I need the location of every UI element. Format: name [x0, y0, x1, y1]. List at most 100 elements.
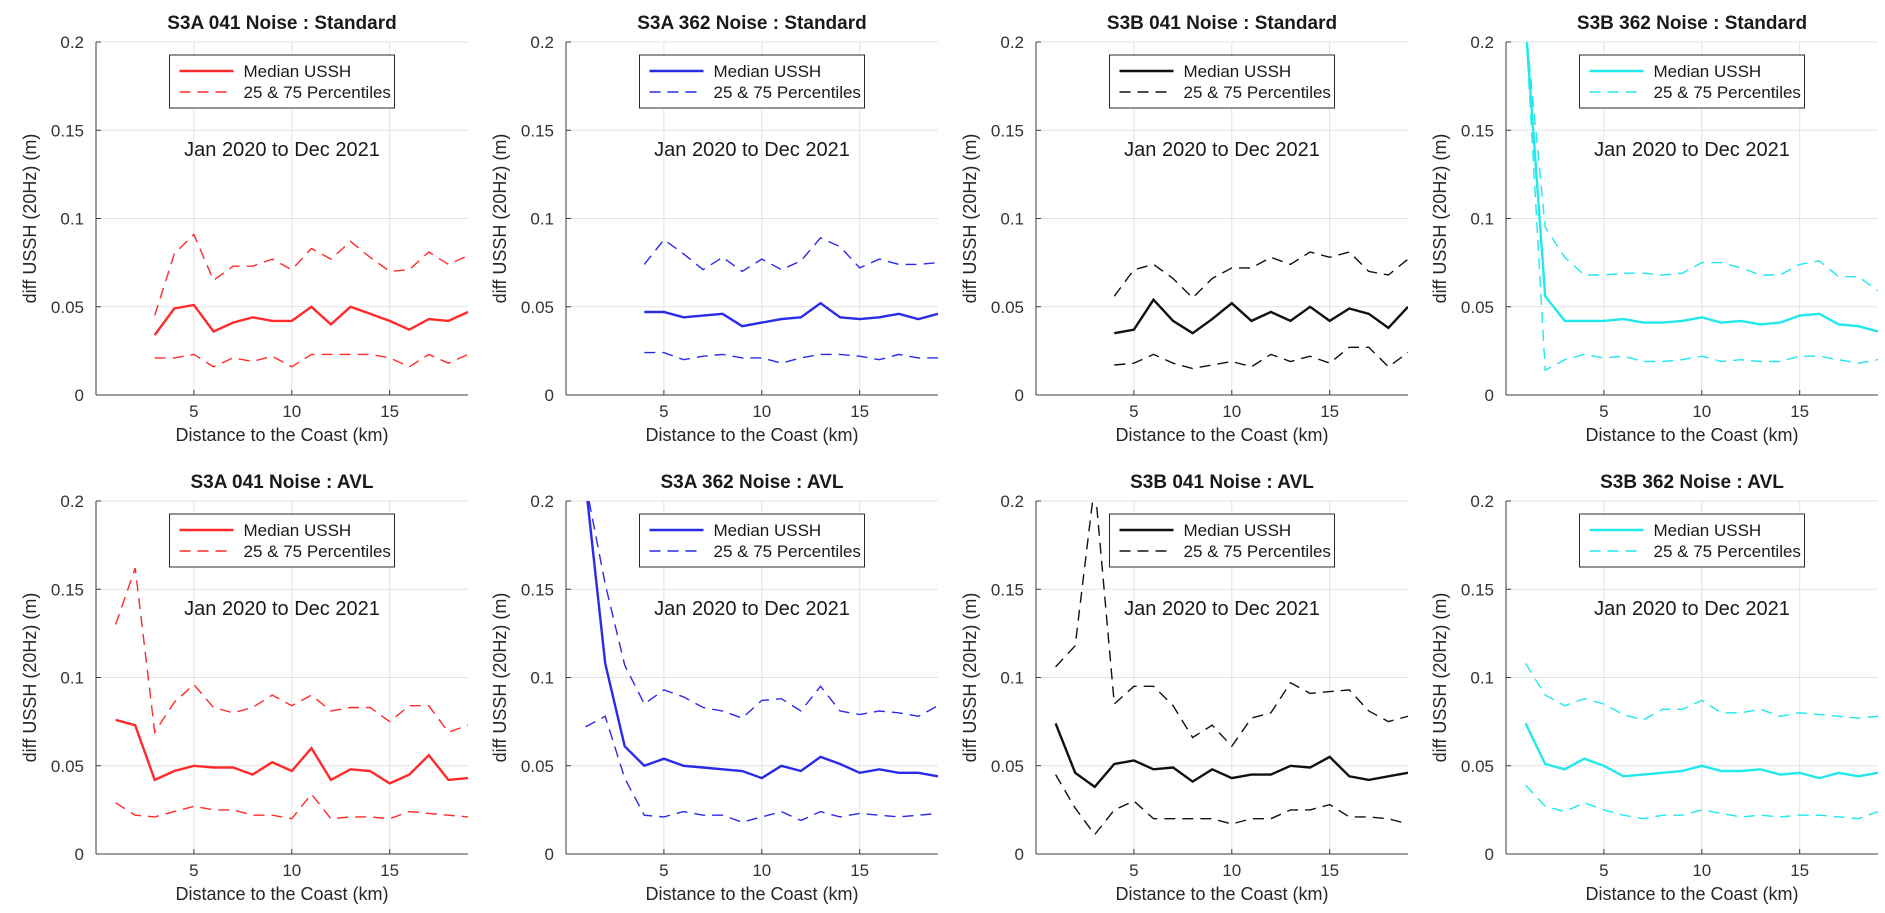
y-axis-label: diff USSH (20Hz) (m) — [20, 134, 40, 304]
x-tick-label: 10 — [752, 402, 771, 421]
series-layer — [1524, 663, 1878, 820]
chart-panel: 5 10 15 0 0.05 0.1 0.15 0.2 S3A 041 Noise : Stan… — [20, 13, 468, 445]
legend-box — [639, 54, 865, 109]
x-tick-label: 15 — [380, 861, 399, 880]
x-tick-label: 10 — [282, 402, 301, 421]
percentile-line — [588, 501, 938, 719]
y-tick-label: 0 — [75, 386, 84, 405]
chart-title: S3B 362 Noise : Standard — [1577, 13, 1807, 34]
legend-label: 25 & 75 Percentiles — [1654, 83, 1801, 102]
legend-label: Median USSH — [714, 62, 822, 81]
median-line — [1054, 722, 1408, 789]
x-tick-label: 5 — [1599, 402, 1608, 421]
legend-box — [639, 513, 865, 568]
y-tick-label: 0.15 — [521, 121, 554, 140]
y-axis-label: diff USSH (20Hz) (m) — [490, 593, 510, 763]
median-line — [586, 501, 938, 780]
percentile-line — [1525, 784, 1878, 820]
series-layer — [1054, 501, 1408, 836]
x-tick-label: 10 — [1222, 402, 1241, 421]
percentile-line — [644, 351, 938, 364]
x-tick-label: 15 — [850, 861, 869, 880]
percentile-line — [114, 567, 468, 735]
y-tick-label: 0 — [1485, 386, 1494, 405]
legend-label: Median USSH — [1654, 62, 1762, 81]
chart-panel: 5 10 15 0 0.05 0.1 0.15 0.2 S3B 362 Noise : Stan… — [1430, 13, 1878, 445]
x-tick-label: 10 — [752, 861, 771, 880]
y-tick-label: 0 — [545, 386, 554, 405]
percentile-line — [585, 715, 938, 823]
y-axis-label: diff USSH (20Hz) (m) — [960, 593, 980, 763]
y-tick-label: 0.05 — [51, 298, 84, 317]
percentile-line — [154, 353, 468, 368]
legend-label: Median USSH — [714, 521, 822, 540]
legend-box — [1109, 54, 1335, 109]
y-tick-label: 0.15 — [51, 121, 84, 140]
y-tick-label: 0.2 — [60, 33, 84, 52]
x-tick-label: 5 — [1129, 861, 1138, 880]
series-layer — [1525, 42, 1878, 372]
percentile-line — [1055, 501, 1408, 748]
x-axis-label: Distance to the Coast (km) — [645, 884, 858, 904]
percentile-line — [643, 237, 938, 273]
y-tick-label: 0.1 — [1470, 210, 1494, 229]
legend-label: 25 & 75 Percentiles — [1184, 83, 1331, 102]
y-axis-label: diff USSH (20Hz) (m) — [1430, 134, 1450, 304]
percentile-line — [154, 233, 468, 316]
legend-label: 25 & 75 Percentiles — [244, 83, 391, 102]
y-tick-label: 0 — [545, 845, 554, 864]
x-tick-label: 15 — [1320, 861, 1339, 880]
y-tick-label: 0.05 — [991, 298, 1024, 317]
median-line — [1524, 722, 1878, 780]
y-tick-label: 0 — [1485, 845, 1494, 864]
chart-title: S3A 362 Noise : AVL — [660, 472, 843, 493]
chart-panel: 5 10 15 0 0.05 0.1 0.15 0.2 S3B 362 Noise : AVL D… — [1430, 472, 1878, 904]
x-tick-label: 15 — [850, 402, 869, 421]
legend-label: Median USSH — [1184, 62, 1292, 81]
legend-box — [1109, 513, 1335, 568]
chart-annotation: Jan 2020 to Dec 2021 — [1594, 139, 1790, 161]
chart-annotation: Jan 2020 to Dec 2021 — [654, 139, 850, 161]
legend-box — [1579, 54, 1805, 109]
y-tick-label: 0.1 — [530, 210, 554, 229]
y-tick-label: 0.1 — [60, 210, 84, 229]
y-axis-label: diff USSH (20Hz) (m) — [490, 134, 510, 304]
legend-label: 25 & 75 Percentiles — [244, 542, 391, 561]
y-tick-label: 0.1 — [1000, 210, 1024, 229]
series-layer — [114, 567, 468, 820]
chart-annotation: Jan 2020 to Dec 2021 — [654, 598, 850, 620]
legend-box — [169, 54, 395, 109]
percentile-line — [1113, 251, 1408, 299]
x-axis-label: Distance to the Coast (km) — [1115, 425, 1328, 445]
y-tick-label: 0.2 — [1470, 492, 1494, 511]
median-line — [1114, 297, 1408, 335]
y-tick-label: 0.15 — [521, 580, 554, 599]
x-axis-label: Distance to the Coast (km) — [175, 425, 388, 445]
chart-panel: 5 10 15 0 0.05 0.1 0.15 0.2 S3A 041 Noise : AVL D… — [20, 472, 468, 904]
y-tick-label: 0.05 — [521, 298, 554, 317]
percentile-line — [1525, 663, 1878, 721]
chart-annotation: Jan 2020 to Dec 2021 — [1124, 598, 1320, 620]
chart-panel: 5 10 15 0 0.05 0.1 0.15 0.2 S3A 362 Noise : Stan… — [490, 13, 938, 445]
x-tick-label: 15 — [380, 402, 399, 421]
chart-annotation: Jan 2020 to Dec 2021 — [1124, 139, 1320, 161]
series-layer — [153, 233, 468, 368]
x-tick-label: 15 — [1320, 402, 1339, 421]
median-line — [153, 303, 468, 336]
y-tick-label: 0 — [1015, 845, 1024, 864]
x-axis-label: Distance to the Coast (km) — [1585, 884, 1798, 904]
y-axis-label: diff USSH (20Hz) (m) — [960, 134, 980, 304]
x-tick-label: 5 — [1599, 861, 1608, 880]
percentile-line — [115, 792, 468, 820]
chart-title: S3B 041 Noise : Standard — [1107, 13, 1337, 34]
legend-label: 25 & 75 Percentiles — [1184, 542, 1331, 561]
x-tick-label: 10 — [282, 861, 301, 880]
y-tick-label: 0.2 — [60, 492, 84, 511]
y-tick-label: 0.15 — [991, 580, 1024, 599]
y-tick-label: 0 — [1015, 386, 1024, 405]
series-layer — [1113, 251, 1408, 370]
y-tick-label: 0.15 — [991, 121, 1024, 140]
median-line — [1525, 42, 1878, 333]
legend-label: 25 & 75 Percentiles — [714, 542, 861, 561]
x-axis-label: Distance to the Coast (km) — [1115, 884, 1328, 904]
